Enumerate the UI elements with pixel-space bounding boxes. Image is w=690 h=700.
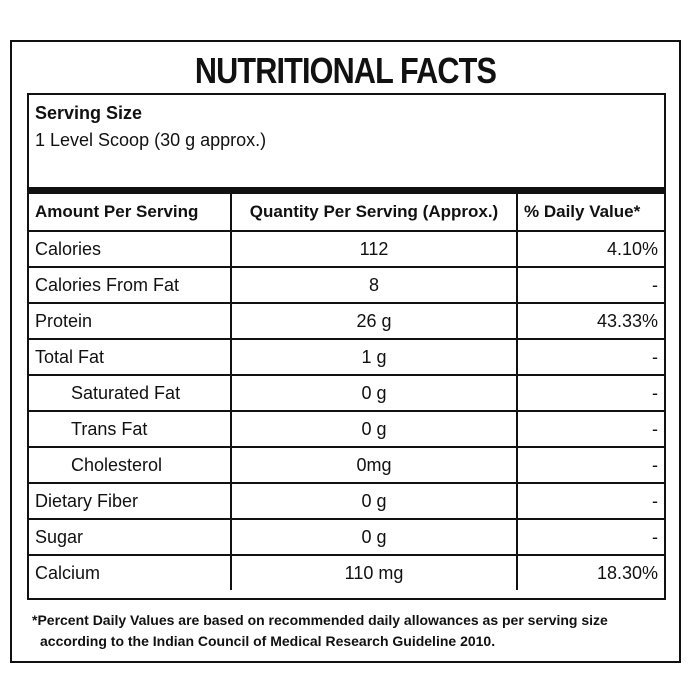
table-cell: 43.33% (517, 303, 664, 340)
table-cell: Trans Fat (29, 411, 232, 448)
table-cell: 0 g (231, 411, 518, 448)
footnote: according to the Indian Council of Medic… (40, 633, 496, 649)
table-cell: Total Fat (29, 339, 232, 376)
table-cell: Dietary Fiber (29, 483, 232, 520)
table-cell: - (517, 519, 664, 556)
divider-bar (29, 187, 664, 194)
nutrition-table: Amount Per Serving Quantity Per Serving (… (29, 194, 664, 590)
footnote: *Percent Daily Values are based on recom… (32, 612, 608, 628)
table-cell: 8 (231, 267, 518, 304)
serving-value: 1 Level Scoop (30 g approx.) (35, 130, 267, 150)
table-cell: Calcium (29, 555, 232, 590)
table-row: Sugar 0 g- (29, 519, 664, 556)
table-row: Calories 112 4.10% (29, 231, 664, 268)
table-cell: Cholesterol (29, 447, 232, 484)
table-cell: Calories (29, 231, 232, 268)
table-cell: 0mg (231, 447, 518, 484)
table-cell: Calories From Fat (29, 267, 232, 304)
table-row: Trans Fat 0 g- (29, 411, 664, 448)
table-cell: 4.10% (517, 231, 664, 268)
table-cell: 112 (231, 231, 518, 268)
table-row: Saturated Fat 0 g- (29, 375, 664, 412)
table-cell: 0 g (231, 519, 518, 556)
table-cell: 26 g (231, 303, 518, 340)
table-row: Dietary Fiber 0 g- (29, 483, 664, 520)
title: NUTRITIONAL FACTS (194, 50, 497, 91)
table-cell: 0 g (231, 483, 518, 520)
table-cell: Saturated Fat (29, 375, 232, 412)
table-cell: Protein (29, 303, 232, 340)
table-row: Calcium 110 mg 18.30% (29, 555, 664, 590)
table-cell: - (517, 267, 664, 304)
table-cell: 18.30% (596, 562, 658, 583)
table-cell: - (517, 375, 664, 412)
serving-label: Serving Size (35, 103, 143, 123)
header-row: Amount Per Serving Quantity Per Serving (… (29, 194, 664, 232)
table-row: Total Fat 1 g- (29, 339, 664, 376)
table-row: Cholesterol 0mg - (29, 447, 664, 484)
table-cell: - (517, 447, 664, 484)
header-cell: % Daily Value* (517, 194, 664, 232)
table-cell: - (517, 411, 664, 448)
table-row: Protein 26 g 43.33% (29, 303, 664, 340)
table-cell: - (517, 339, 664, 376)
table-cell: Sugar (29, 519, 232, 556)
table-row: Calories From Fat 8- (29, 267, 664, 304)
header-cell: Quantity Per Serving (Approx.) (231, 194, 518, 232)
table-cell: 0 g (231, 375, 518, 412)
facts-box: Serving Size 1 Level Scoop (30 g approx.… (27, 93, 666, 600)
table-cell: 110 mg (231, 555, 518, 590)
header-cell: Amount Per Serving (29, 194, 232, 232)
table-cell: 1 g (231, 339, 518, 376)
table-cell: - (517, 483, 664, 520)
nutrition-panel: NUTRITIONAL FACTS Serving Size 1 Level S… (10, 40, 681, 663)
